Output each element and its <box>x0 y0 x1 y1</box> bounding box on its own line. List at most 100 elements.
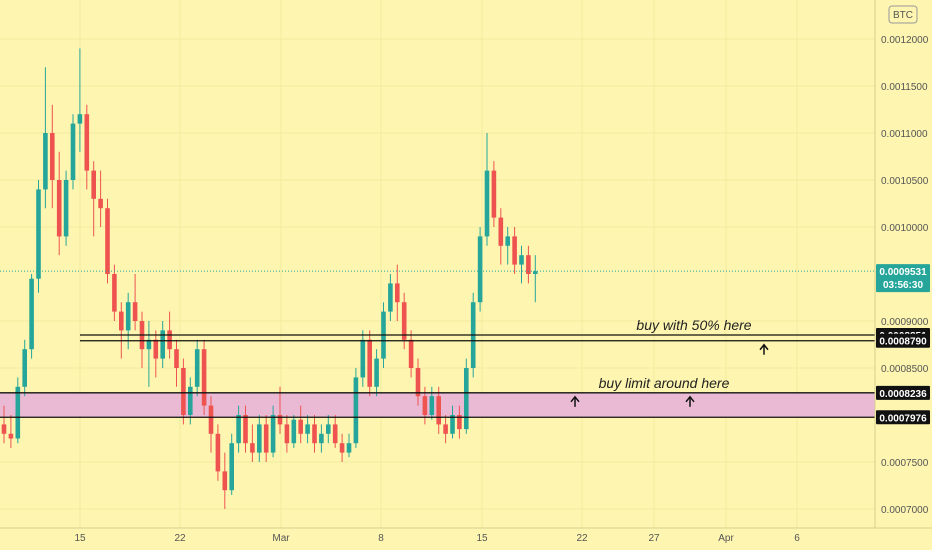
candle <box>222 452 228 509</box>
price-tick-label: 0.0009000 <box>881 317 929 328</box>
candle <box>270 405 276 458</box>
candle <box>112 264 117 321</box>
candle <box>201 339 207 415</box>
arrow-head <box>759 343 769 351</box>
candle <box>98 170 103 227</box>
candle-body <box>298 419 303 434</box>
candle-body <box>326 424 331 434</box>
candle <box>491 161 497 227</box>
candle <box>50 104 55 209</box>
candle <box>63 170 69 246</box>
candle-body <box>84 114 90 171</box>
candle <box>498 208 504 265</box>
candle-body <box>43 133 48 190</box>
candle-body <box>464 368 469 430</box>
candle-body <box>105 208 110 274</box>
candle-body <box>125 302 131 331</box>
candle-body <box>367 339 372 387</box>
arrow-head <box>685 395 695 403</box>
current-price-value: 0.0009531 <box>879 267 927 278</box>
candle <box>353 368 359 448</box>
price-tick-label: 0.0010500 <box>881 176 929 187</box>
candle <box>181 358 186 425</box>
candle <box>519 245 524 284</box>
candle-body <box>360 339 366 378</box>
candle-body <box>443 424 448 434</box>
candle <box>512 227 517 274</box>
candle <box>374 349 379 397</box>
candle <box>29 274 34 359</box>
candle-body <box>70 123 76 180</box>
candle-body <box>277 415 283 425</box>
candle-body <box>422 396 428 415</box>
candle-body <box>77 114 83 124</box>
candle <box>70 114 76 190</box>
candle <box>415 358 421 406</box>
candle-body <box>160 330 165 359</box>
candle <box>91 161 96 237</box>
candle-body <box>533 271 538 274</box>
candle-body <box>305 424 310 434</box>
time-tick-label: 22 <box>174 533 186 544</box>
time-tick-label: 15 <box>476 533 488 544</box>
candle <box>160 321 165 368</box>
time-tick-label: Apr <box>718 533 734 544</box>
candle <box>436 386 441 434</box>
candle <box>257 415 262 462</box>
level-badge-bg <box>876 333 930 348</box>
candle-body <box>395 283 400 303</box>
candle-body <box>429 396 435 415</box>
candle-body <box>339 443 345 453</box>
candle <box>208 396 214 453</box>
candle <box>401 292 407 350</box>
candle-body <box>477 236 483 303</box>
candle <box>229 433 234 495</box>
candle-body <box>1 424 7 434</box>
candle-body <box>8 433 14 439</box>
candle-body <box>408 339 414 368</box>
candle <box>125 292 131 350</box>
candles <box>1 48 538 509</box>
candle <box>105 198 110 284</box>
candle-body <box>257 424 262 453</box>
candle-body <box>319 433 324 444</box>
candle-body <box>29 278 34 350</box>
arrow-head <box>570 395 580 403</box>
price-tick-label: 0.0007000 <box>881 505 929 516</box>
symbol-badge-text: BTC <box>893 10 913 21</box>
up-arrow-icon <box>759 343 769 355</box>
candle <box>305 415 310 444</box>
price-tick-label: 0.0007500 <box>881 458 929 469</box>
candle-body <box>484 170 490 237</box>
candle-body <box>167 330 172 350</box>
candle-body <box>374 358 379 387</box>
candle <box>188 377 193 425</box>
time-axis[interactable]: 15 22 Mar 8 15 22 27 Apr 6 <box>74 533 800 544</box>
candle <box>533 255 538 303</box>
candle-body <box>63 180 69 237</box>
price-axis[interactable]: 0.00125000.00120000.00115000.00110000.00… <box>881 0 929 516</box>
candle <box>450 405 455 439</box>
candle-body <box>291 419 297 444</box>
candle <box>1 405 7 444</box>
level-badge-bg <box>876 385 930 400</box>
candle-body <box>270 415 276 453</box>
candle-body <box>15 386 21 439</box>
candle <box>84 104 90 190</box>
candle <box>360 330 366 387</box>
candle <box>312 415 317 453</box>
candle-body <box>457 415 462 430</box>
candle <box>77 48 83 152</box>
candle <box>15 377 21 444</box>
candle <box>132 274 138 331</box>
level-badge: 0.0007976 <box>876 410 930 425</box>
symbol-badge: BTC <box>888 5 918 24</box>
price-tick-label: 0.0011000 <box>881 129 928 140</box>
candle <box>505 227 510 265</box>
candle-body <box>174 349 179 368</box>
candle-body <box>243 415 248 444</box>
candle <box>36 180 41 293</box>
time-tick-label: 15 <box>74 533 86 544</box>
levels <box>0 270 875 418</box>
